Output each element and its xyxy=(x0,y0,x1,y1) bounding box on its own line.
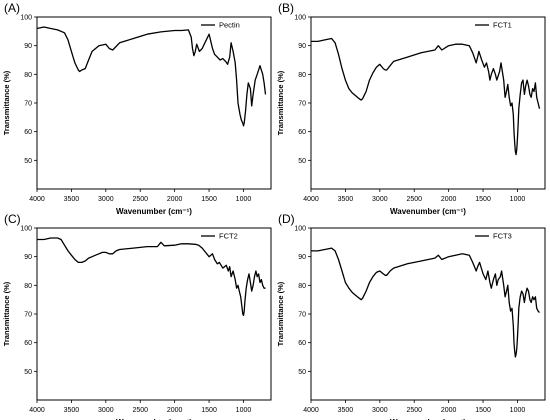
x-tick-label: 3500 xyxy=(338,196,354,203)
panel-label: (D) xyxy=(278,212,295,226)
x-tick-label: 2500 xyxy=(132,407,148,414)
x-tick-label: 1000 xyxy=(510,196,526,203)
x-tick-label: 2000 xyxy=(441,407,457,414)
x-tick-label: 1500 xyxy=(201,196,217,203)
y-tick-label: 50 xyxy=(24,369,32,376)
y-tick-label: 80 xyxy=(24,283,32,290)
y-tick-label: 50 xyxy=(298,158,306,165)
y-tick-label: 70 xyxy=(298,312,306,319)
x-tick-label: 2500 xyxy=(406,407,422,414)
y-tick-label: 90 xyxy=(298,43,306,50)
panel-label: (B) xyxy=(278,1,294,15)
x-tick-label: 1000 xyxy=(236,196,252,203)
y-tick-label: 80 xyxy=(24,72,32,79)
y-axis-title: Transmittance (%) xyxy=(2,281,11,346)
y-tick-label: 90 xyxy=(298,254,306,261)
x-tick-label: 1500 xyxy=(475,407,491,414)
y-tick-label: 80 xyxy=(298,283,306,290)
y-tick-label: 60 xyxy=(298,129,306,136)
x-axis-title: Wavenumber (cm⁻¹) xyxy=(390,418,466,420)
y-tick-label: 70 xyxy=(298,101,306,108)
y-tick-label: 60 xyxy=(24,129,32,136)
y-tick-label: 100 xyxy=(294,226,306,233)
x-tick-label: 2000 xyxy=(441,196,457,203)
series-line-pectin xyxy=(36,26,267,127)
legend-label: Pectin xyxy=(219,21,240,30)
x-tick-label: 3000 xyxy=(98,196,114,203)
x-tick-label: 4000 xyxy=(303,407,319,414)
panel-label: (A) xyxy=(4,1,20,15)
y-tick-label: 100 xyxy=(294,15,306,22)
y-tick-label: 50 xyxy=(298,369,306,376)
x-tick-label: 1500 xyxy=(475,196,491,203)
x-tick-label: 2000 xyxy=(167,407,183,414)
x-tick-label: 4000 xyxy=(303,196,319,203)
y-tick-label: 60 xyxy=(24,340,32,347)
x-tick-label: 2500 xyxy=(132,196,148,203)
x-axis-title: Wavenumber (cm⁻¹) xyxy=(116,207,192,216)
panel-label: (C) xyxy=(4,212,21,226)
x-tick-label: 4000 xyxy=(29,196,45,203)
x-tick-label: 3000 xyxy=(98,407,114,414)
x-tick-label: 2000 xyxy=(167,196,183,203)
x-tick-label: 4000 xyxy=(29,407,45,414)
y-axis-title: Transmittance (%) xyxy=(2,70,11,135)
plot-frame xyxy=(310,227,546,401)
x-tick-label: 1500 xyxy=(201,407,217,414)
chart-panel-c: (C) 4000 3500 3000 2500 2000 1500 1000 50 60 70 80 9… xyxy=(2,212,272,420)
y-tick-label: 50 xyxy=(24,158,32,165)
x-tick-label: 3500 xyxy=(64,407,80,414)
plot-frame xyxy=(36,227,272,401)
x-tick-label: 3500 xyxy=(64,196,80,203)
y-tick-label: 90 xyxy=(24,43,32,50)
x-tick-label: 1000 xyxy=(510,407,526,414)
series-line-fct1 xyxy=(311,37,541,156)
y-axis-title: Transmittance (%) xyxy=(276,70,285,135)
legend-label: FCT3 xyxy=(493,232,512,241)
y-axis-title: Transmittance (%) xyxy=(276,281,285,346)
y-tick-label: 70 xyxy=(24,101,32,108)
chart-panel-d: (D) 4000 3500 3000 2500 2000 1500 1000 50 60 70 80 9… xyxy=(276,212,546,420)
x-tick-label: 3500 xyxy=(338,407,354,414)
plot-frame xyxy=(36,16,272,190)
x-tick-label: 3000 xyxy=(372,407,388,414)
x-tick-label: 2500 xyxy=(406,196,422,203)
series-line-fct3 xyxy=(311,247,540,358)
y-tick-label: 100 xyxy=(20,226,32,233)
y-tick-label: 100 xyxy=(20,15,32,22)
x-tick-label: 3000 xyxy=(372,196,388,203)
y-tick-label: 70 xyxy=(24,312,32,319)
series-line-fct2 xyxy=(37,237,266,317)
legend-label: FCT1 xyxy=(493,21,512,30)
x-axis-title: Wavenumber (cm⁻¹) xyxy=(390,207,466,216)
chart-panel-b: (B) 4000 3500 3000 2500 2000 1500 1000 50 60 70 80 9… xyxy=(276,1,546,216)
chart-panel-a: (A) 4000 3500 3000 2500 2000 1500 1000 50 60 70 80 9… xyxy=(2,1,272,216)
x-axis-title: Wavenumber (cm⁻¹) xyxy=(116,418,192,420)
x-tick-label: 1000 xyxy=(236,407,252,414)
y-tick-label: 90 xyxy=(24,254,32,261)
legend-label: FCT2 xyxy=(219,232,238,241)
y-tick-label: 80 xyxy=(298,72,306,79)
y-tick-label: 60 xyxy=(298,340,306,347)
